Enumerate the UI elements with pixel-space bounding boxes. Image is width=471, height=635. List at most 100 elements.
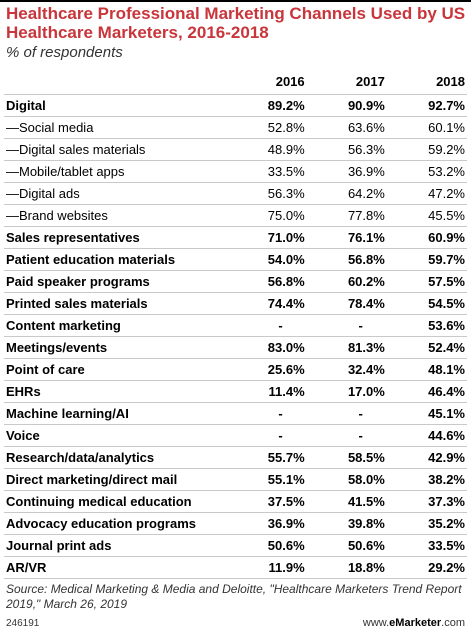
brand-suffix: .com — [441, 617, 465, 629]
value-cell: 29.2% — [386, 556, 467, 579]
column-header: 2018 — [386, 68, 467, 95]
table-row: Voice - -44.6% — [4, 424, 467, 447]
value-cell: 83.0% — [226, 336, 307, 359]
row-label: Machine learning/AI — [4, 402, 227, 425]
row-label: Content marketing — [4, 314, 227, 337]
table-row: Machine learning/AI - -45.1% — [4, 402, 467, 425]
value-cell: 74.4% — [226, 292, 307, 315]
value-cell: 89.2% — [226, 94, 307, 117]
value-cell: 47.2% — [386, 182, 467, 205]
chart-title: Healthcare Professional Marketing Channe… — [6, 4, 466, 42]
row-label: —Digital ads — [4, 182, 227, 205]
value-cell: 56.3% — [226, 182, 307, 205]
value-cell: 37.3% — [386, 490, 467, 513]
value-cell: - — [306, 314, 387, 337]
header-row: 2016 2017 2018 — [4, 68, 467, 95]
table-row: Printed sales materials 74.4% 78.4% 54.5% — [4, 292, 467, 315]
table-row: —Digital ads 56.3% 64.2% 47.2% — [4, 182, 467, 205]
row-label: Research/data/analytics — [4, 446, 227, 469]
value-cell: - — [226, 314, 307, 337]
value-cell: 52.4% — [386, 336, 467, 359]
table-row: Digital 89.2% 90.9% 92.7% — [4, 94, 467, 117]
row-label: —Mobile/tablet apps — [4, 160, 227, 183]
value-cell: 76.1% — [306, 226, 387, 249]
value-cell: 54.5% — [386, 292, 467, 315]
value-cell: 56.8% — [306, 248, 387, 271]
value-cell: 17.0% — [306, 380, 387, 403]
value-cell: 11.4% — [226, 380, 307, 403]
row-label: —Social media — [4, 116, 227, 139]
value-cell: 53.2% — [386, 160, 467, 183]
value-cell: 37.5% — [226, 490, 307, 513]
row-label: Patient education materials — [4, 248, 227, 271]
value-cell: 54.0% — [226, 248, 307, 271]
brand-link[interactable]: www.eMarketer.com — [363, 617, 465, 629]
table-row: Research/data/analytics 55.7% 58.5% 42.9% — [4, 446, 467, 469]
value-cell: 71.0% — [226, 226, 307, 249]
value-cell: 18.8% — [306, 556, 387, 579]
value-cell: - — [226, 424, 307, 447]
table-row: AR/VR 11.9% 18.8% 29.2% — [4, 556, 467, 579]
top-rule — [0, 0, 471, 2]
value-cell: 64.2% — [306, 182, 387, 205]
value-cell: 56.8% — [226, 270, 307, 293]
row-label: Journal print ads — [4, 534, 227, 557]
value-cell: 60.9% — [386, 226, 467, 249]
row-label: —Digital sales materials — [4, 138, 227, 161]
value-cell: 36.9% — [226, 512, 307, 535]
row-label: AR/VR — [4, 556, 227, 579]
value-cell: 50.6% — [226, 534, 307, 557]
table-row: Continuing medical education 37.5% 41.5% 37… — [4, 490, 467, 513]
value-cell: 48.9% — [226, 138, 307, 161]
value-cell: - — [306, 424, 387, 447]
row-label: —Brand websites — [4, 204, 227, 227]
value-cell: 39.8% — [306, 512, 387, 535]
value-cell: 60.1% — [386, 116, 467, 139]
table-row: —Social media 52.8% 63.6% 60.1% — [4, 116, 467, 139]
brand-name: eMarketer — [389, 617, 442, 629]
table-row: —Digital sales materials 48.9% 56.3% 59.2% — [4, 138, 467, 161]
table-row: EHRs 11.4% 17.0% 46.4% — [4, 380, 467, 403]
value-cell: 75.0% — [226, 204, 307, 227]
row-label: EHRs — [4, 380, 227, 403]
value-cell: 11.9% — [226, 556, 307, 579]
table-row: —Mobile/tablet apps 33.5% 36.9% 53.2% — [4, 160, 467, 183]
header-label-cell — [4, 68, 227, 95]
value-cell: 92.7% — [386, 94, 467, 117]
row-label: Printed sales materials — [4, 292, 227, 315]
value-cell: 32.4% — [306, 358, 387, 381]
table-row: Paid speaker programs 56.8% 60.2% 57.5% — [4, 270, 467, 293]
row-label: Sales representatives — [4, 226, 227, 249]
value-cell: 81.3% — [306, 336, 387, 359]
column-header: 2016 — [226, 68, 307, 95]
table-row: —Brand websites 75.0% 77.8% 45.5% — [4, 204, 467, 227]
row-label: Paid speaker programs — [4, 270, 227, 293]
row-label: Continuing medical education — [4, 490, 227, 513]
value-cell: 25.6% — [226, 358, 307, 381]
table-row: Advocacy education programs 36.9% 39.8% 35.… — [4, 512, 467, 535]
table-row: Direct marketing/direct mail 55.1% 58.0% 38… — [4, 468, 467, 491]
chart-subtitle: % of respondents — [6, 44, 123, 61]
value-cell: 77.8% — [306, 204, 387, 227]
table-row: Journal print ads 50.6% 50.6% 33.5% — [4, 534, 467, 557]
value-cell: 53.6% — [386, 314, 467, 337]
value-cell: 59.2% — [386, 138, 467, 161]
value-cell: 59.7% — [386, 248, 467, 271]
value-cell: 63.6% — [306, 116, 387, 139]
row-label: Voice — [4, 424, 227, 447]
row-label: Point of care — [4, 358, 227, 381]
table-row: Meetings/events 83.0% 81.3% 52.4% — [4, 336, 467, 359]
value-cell: 78.4% — [306, 292, 387, 315]
value-cell: 33.5% — [386, 534, 467, 557]
row-label: Direct marketing/direct mail — [4, 468, 227, 491]
value-cell: 36.9% — [306, 160, 387, 183]
chart-id: 246191 — [6, 618, 40, 629]
value-cell: 58.0% — [306, 468, 387, 491]
value-cell: 56.3% — [306, 138, 387, 161]
value-cell: 46.4% — [386, 380, 467, 403]
table-row: Patient education materials 54.0% 56.8% 59.… — [4, 248, 467, 271]
value-cell: 41.5% — [306, 490, 387, 513]
value-cell: 45.1% — [386, 402, 467, 425]
row-label: Meetings/events — [4, 336, 227, 359]
table-row: Sales representatives 71.0% 76.1% 60.9% — [4, 226, 467, 249]
